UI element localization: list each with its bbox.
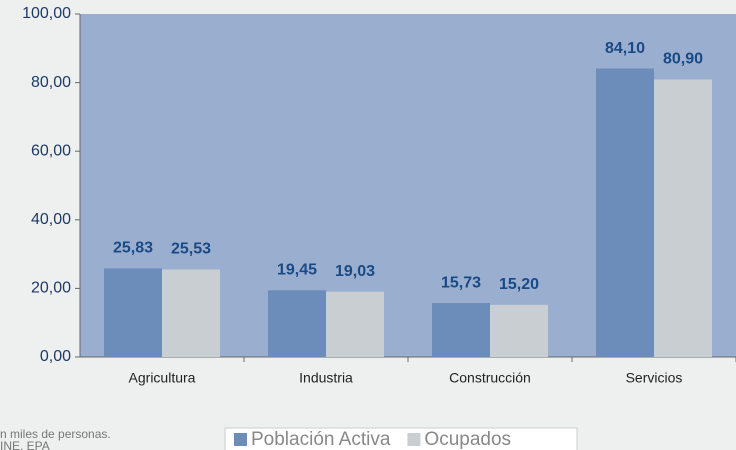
value-label: 25,83 — [113, 240, 153, 257]
x-tick-label: Servicios — [626, 370, 683, 386]
bar — [104, 268, 162, 357]
value-label: 84,10 — [605, 40, 645, 57]
note: n miles de personas. — [0, 427, 111, 441]
bar — [326, 291, 384, 357]
value-label: 15,73 — [441, 274, 481, 291]
value-label: 80,90 — [663, 51, 703, 68]
value-label: 15,20 — [499, 276, 539, 293]
bar — [596, 68, 654, 358]
x-tick-label: Construcción — [449, 370, 531, 386]
legend-box — [224, 427, 578, 450]
y-tick-label: 60,00 — [31, 142, 71, 159]
legend-swatch — [407, 433, 421, 446]
bar — [432, 303, 490, 357]
bar — [162, 269, 220, 357]
value-label: 19,03 — [335, 263, 375, 280]
x-tick-label: Agricultura — [129, 370, 196, 386]
value-label: 19,45 — [277, 262, 317, 279]
y-tick-label: 80,00 — [31, 74, 71, 91]
legend-label: Población Activa — [251, 429, 391, 450]
y-tick-label: 40,00 — [31, 211, 71, 228]
bar — [268, 290, 326, 357]
legend-swatch — [234, 433, 247, 446]
note: INE. EPA — [0, 439, 50, 450]
y-tick-label: 100,00 — [22, 5, 71, 22]
legend-label: Ocupados — [424, 429, 511, 450]
bar — [490, 304, 548, 357]
x-tick-label: Industria — [299, 370, 353, 386]
y-tick-label: 0,00 — [40, 348, 71, 365]
bar — [654, 79, 712, 357]
y-tick-label: 20,00 — [31, 280, 71, 297]
value-label: 25,53 — [171, 241, 211, 258]
